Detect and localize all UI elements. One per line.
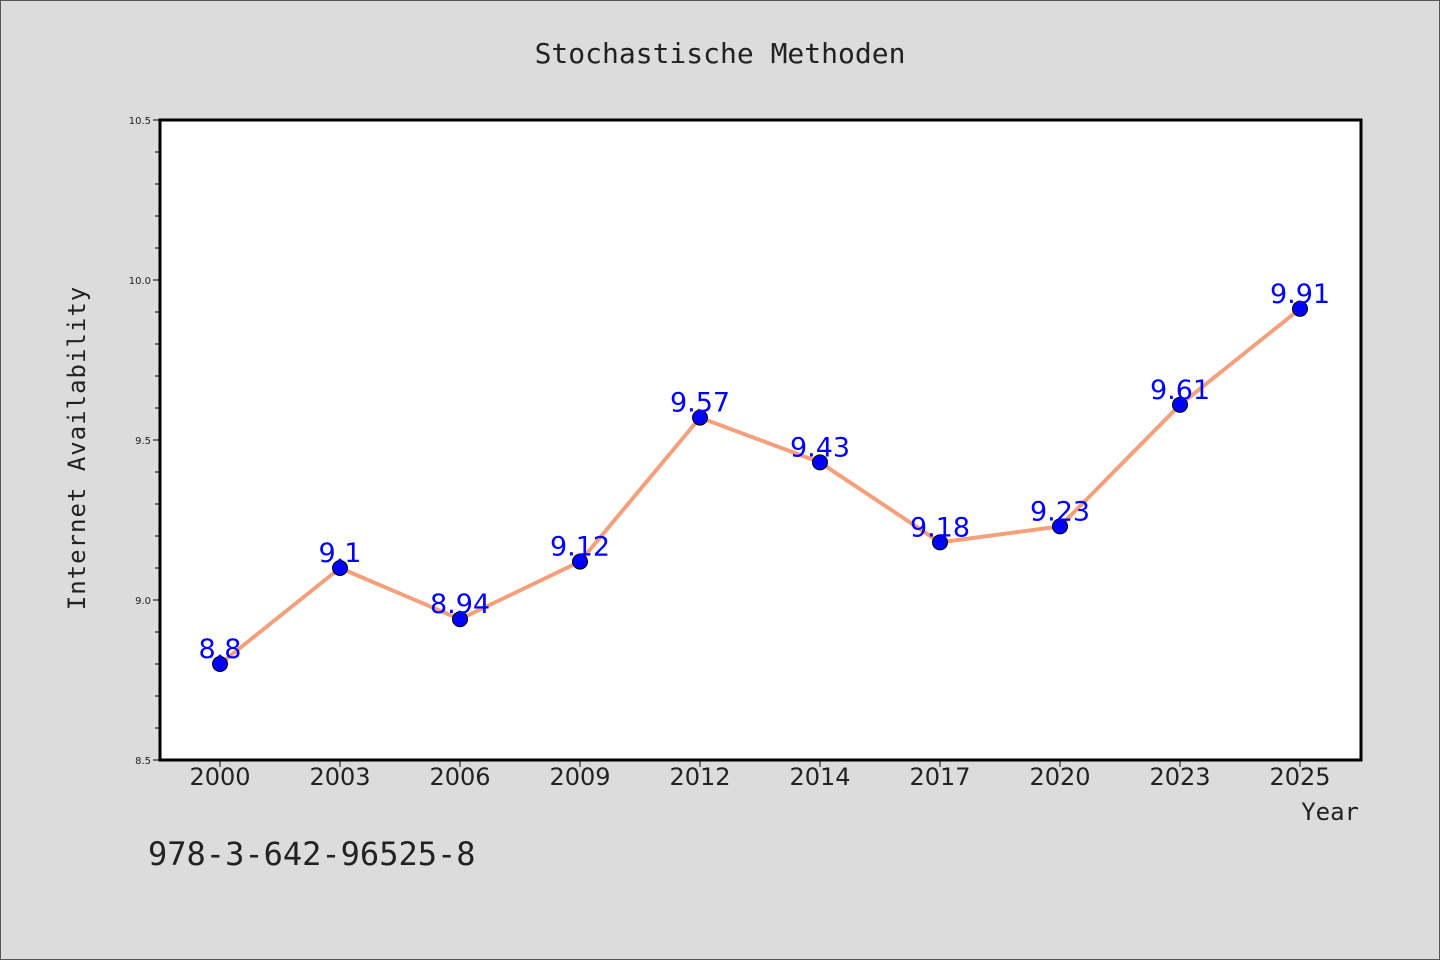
data-point [452, 611, 468, 628]
x-tick-label: 2025 [1269, 763, 1330, 791]
series-line [218, 306, 1302, 666]
data-point [1172, 396, 1188, 413]
x-tick-label: 2012 [669, 763, 730, 791]
data-label: 9.1 [319, 538, 362, 569]
data-point [332, 560, 348, 576]
isbn-annotation: 978-3-642-96525-8 [148, 835, 476, 873]
y-axis: 8.5 9.0 9.5 10.0 10.5 [129, 116, 160, 767]
data-point [692, 409, 708, 426]
data-label: 9.18 [910, 512, 970, 543]
data-label: 9.12 [550, 532, 610, 563]
y-tick-label: 10.5 [129, 116, 151, 127]
x-axis-label: Year [1301, 798, 1359, 826]
data-point [1292, 300, 1308, 317]
x-tick-label: 2003 [309, 763, 370, 791]
data-label: 9.91 [1270, 279, 1330, 310]
data-label: 9.57 [670, 388, 730, 419]
y-axis-label: Internet Availability [63, 286, 91, 610]
x-tick-label: 2017 [909, 763, 970, 791]
data-point [812, 454, 828, 471]
data-point [212, 656, 228, 672]
data-point [572, 553, 588, 570]
data-label: 8.94 [430, 589, 490, 620]
y-tick-label: 9.0 [135, 596, 151, 607]
data-label: 9.61 [1150, 375, 1210, 406]
y-tick-label: 8.5 [135, 756, 151, 767]
data-label: 9.43 [790, 432, 850, 463]
y-tick-label: 10.0 [129, 276, 151, 287]
x-tick-label: 2009 [549, 763, 610, 791]
series-layer: 8.8 9.1 8.94 9.12 9.57 9.43 9.18 9.23 9.61 9.91 [199, 279, 1330, 672]
data-point [1052, 518, 1068, 535]
x-tick-label: 2000 [189, 763, 250, 791]
data-label: 8.8 [199, 634, 242, 665]
x-tick-label: 2006 [429, 763, 490, 791]
x-tick-label: 2023 [1149, 763, 1210, 791]
chart-title: Stochastische Methoden [535, 37, 906, 70]
x-axis: 2000 2003 2006 2009 2012 2014 2017 2020 2023 2025 [189, 760, 1331, 791]
y-tick-label: 9.5 [135, 436, 151, 447]
data-point [932, 534, 948, 551]
data-label: 9.23 [1030, 496, 1090, 527]
x-tick-label: 2014 [789, 763, 850, 791]
x-tick-label: 2020 [1029, 763, 1090, 791]
